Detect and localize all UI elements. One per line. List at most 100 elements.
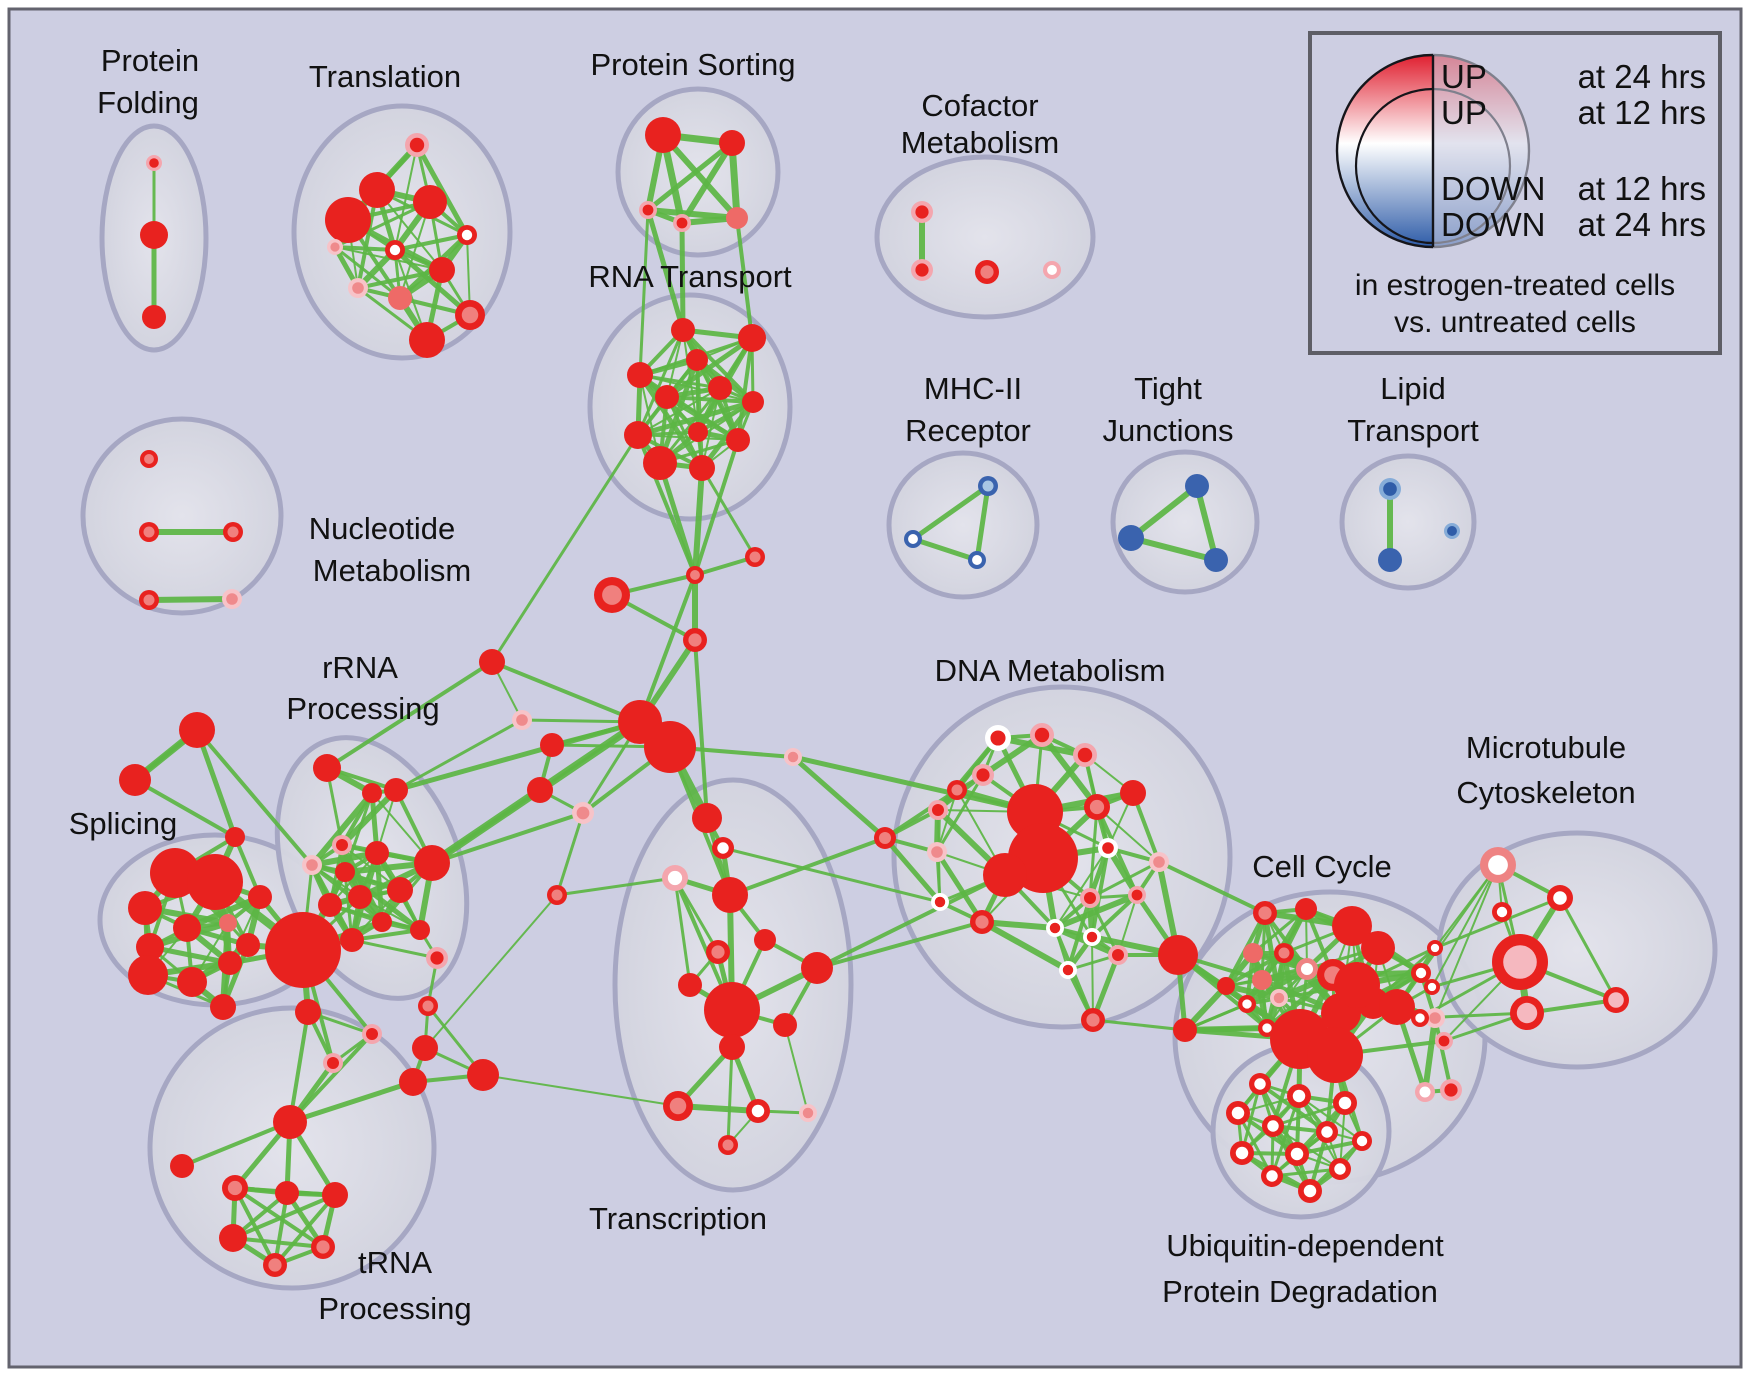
- network-edge: [673, 876, 720, 954]
- node-rrna-12: [265, 912, 341, 988]
- cluster-label-rna-0: RNA Transport: [588, 259, 792, 294]
- node-ub-0-core: [1254, 1078, 1266, 1090]
- legend-direction-label: DOWN: [1441, 206, 1545, 243]
- node-rna-5: [708, 376, 732, 400]
- node-tr-14-core: [722, 1139, 734, 1151]
- network-edge: [195, 728, 314, 867]
- legend-time-label: at 24 hrs: [1578, 206, 1706, 243]
- cluster-label-cf-0: Cofactor: [921, 88, 1038, 123]
- legend-direction-label: DOWN: [1441, 170, 1545, 207]
- node-pf-1: [140, 221, 168, 249]
- network-edge: [339, 787, 399, 848]
- node-cc-2: [1332, 906, 1372, 946]
- node-trna-14-core: [422, 1000, 434, 1012]
- network-edge: [635, 399, 756, 438]
- node-tr-10: [719, 1034, 745, 1060]
- network-edge: [934, 849, 985, 925]
- node-cc-3: [1361, 931, 1395, 965]
- node-ub-6-core: [1356, 1135, 1368, 1147]
- network-edge: [1128, 535, 1219, 563]
- node-tl-3: [413, 185, 447, 219]
- network-edge: [721, 846, 942, 904]
- cluster-label-rrna-0: rRNA: [322, 650, 398, 685]
- node-cc-5-core: [1278, 947, 1290, 959]
- node-dna-18-core: [1086, 931, 1098, 943]
- network-edge: [790, 754, 1038, 815]
- node-mt-7-core: [1427, 982, 1437, 992]
- node-trna-4: [273, 1105, 307, 1139]
- node-dna-0-core: [990, 730, 1006, 746]
- node-cc-1: [1295, 898, 1317, 920]
- node-spl-1: [119, 764, 151, 796]
- node-rna-6: [742, 391, 764, 413]
- network-edge: [679, 140, 735, 226]
- node-trna-3: [399, 1068, 427, 1096]
- node-cen-7: [527, 777, 553, 803]
- network-edge: [815, 873, 1007, 970]
- node-lt-0-core: [1383, 482, 1397, 496]
- node-cen-1-core: [602, 585, 622, 605]
- network-edge: [883, 788, 959, 840]
- node-rna-3: [686, 349, 708, 371]
- node-spl-5: [128, 891, 162, 925]
- node-cen-8-core: [576, 806, 590, 820]
- network-edge: [1433, 1016, 1453, 1092]
- cluster-label-trna-0: tRNA: [358, 1245, 432, 1280]
- node-tl-2: [325, 197, 371, 243]
- cluster-mhc-ellipse: [886, 450, 1040, 600]
- node-rrna-8: [387, 877, 413, 903]
- node-rrna-14: [410, 920, 430, 940]
- network-edge: [424, 894, 558, 1049]
- node-tr-3: [712, 877, 748, 913]
- network-edge: [679, 220, 686, 333]
- node-tr-6: [678, 973, 702, 997]
- node-tr-0: [692, 803, 722, 833]
- network-edge: [636, 328, 685, 437]
- network-edge: [693, 438, 740, 577]
- node-mhc-0-core: [982, 480, 994, 492]
- cluster-label-lt-1: Transport: [1347, 413, 1479, 448]
- network-edge: [815, 920, 984, 970]
- node-spl-7: [219, 914, 237, 932]
- network-edge: [287, 1079, 416, 1125]
- node-rna-0: [671, 318, 695, 342]
- node-nm-1-core: [143, 526, 155, 538]
- network-edge: [784, 1024, 809, 1114]
- network-edge: [673, 876, 692, 987]
- cluster-label-mt-0: Microtubule: [1466, 730, 1626, 765]
- node-trna-11-core: [268, 1258, 282, 1272]
- node-tr-12-core: [751, 1104, 765, 1118]
- network-edge: [1223, 983, 1282, 1001]
- node-ub-8-core: [1290, 1147, 1304, 1161]
- cluster-label-spl-0: Splicing: [69, 806, 178, 841]
- network-edge: [231, 1193, 337, 1240]
- node-tl-11-core: [330, 242, 340, 252]
- node-spl-9: [136, 933, 164, 961]
- node-cc-15: [1307, 1027, 1363, 1083]
- network-edge: [180, 1120, 292, 1168]
- node-trna-0: [295, 999, 321, 1025]
- network-edge: [1088, 860, 1161, 900]
- node-dna-2-core: [1077, 747, 1093, 763]
- node-spl-8: [248, 885, 272, 909]
- network-edge: [288, 1032, 374, 1124]
- network-edge: [645, 140, 735, 213]
- node-mt-8-core: [1415, 1013, 1425, 1023]
- node-nm-2-core: [227, 526, 239, 538]
- node-trna-8: [322, 1182, 348, 1208]
- node-cc-8: [1252, 970, 1272, 990]
- network-edge: [735, 216, 754, 340]
- network-edge: [231, 1236, 325, 1249]
- node-ub-2-core: [1338, 1096, 1352, 1110]
- node-tl-9-core: [461, 306, 479, 324]
- network-edge: [1271, 1101, 1347, 1128]
- node-cf-2-core: [980, 265, 994, 279]
- node-cen-3-core: [688, 633, 702, 647]
- node-rrna-10: [372, 912, 392, 932]
- cluster-label-tj-0: Tight: [1134, 371, 1202, 406]
- network-edge: [333, 245, 397, 252]
- node-ps-3-core: [676, 217, 688, 229]
- node-cc-17: [1334, 962, 1380, 1008]
- node-rrna-4-core: [306, 859, 318, 871]
